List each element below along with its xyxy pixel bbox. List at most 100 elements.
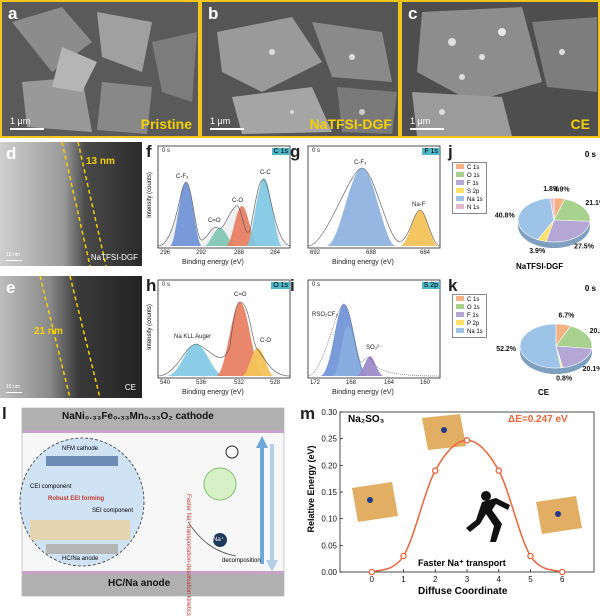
peak-label: C-O	[260, 338, 271, 344]
legend-item: F 1s	[456, 312, 483, 320]
legend-item: C 1s	[456, 164, 483, 172]
tick-label: 160	[420, 380, 431, 386]
tick-label: 288	[234, 250, 245, 256]
x-tick-label: 2	[433, 575, 438, 584]
pie-panel-k: k 0 s C 1s O 1s F 1s P 2p Na 1s 6.7% 20. 2…	[446, 276, 600, 400]
legend-item: O 1s	[456, 172, 483, 180]
energy-series-line	[371, 439, 563, 573]
time-label: 0 s	[312, 282, 321, 288]
orbital-tag: O 1s	[271, 282, 290, 289]
y-tick-label: 0.30	[321, 408, 337, 417]
panel-letter: h	[146, 276, 157, 295]
legend-item: Na 1s	[456, 196, 483, 204]
crystal-structure-right	[536, 496, 582, 534]
legend-item: N 1s	[456, 204, 483, 212]
tick-label: 164	[384, 380, 395, 386]
y-tick-label: 0.05	[321, 541, 337, 550]
sem-panel-c: c CE 1 μm	[400, 0, 600, 138]
tick-label: 536	[196, 380, 207, 386]
scale-bar-label: 10 nm	[6, 252, 20, 258]
barrier-annotation: ΔE=0.247 eV	[508, 414, 568, 425]
time-label: 0 s	[584, 284, 596, 293]
tem-sample-label: CE	[124, 383, 136, 392]
slice-label: 21.1%	[585, 200, 600, 207]
panel-letter: f	[146, 142, 152, 161]
sei-thickness-label: 13 nm	[86, 156, 115, 167]
sem-panel-a: a Pristine 1 μm	[0, 0, 200, 138]
tick-label: 684	[420, 250, 431, 256]
transport-note: Faster Na⁺ transport	[418, 558, 506, 568]
sei-thickness-label: 21 nm	[34, 326, 63, 337]
x-axis-label: Binding energy (eV)	[332, 389, 394, 396]
orbital-tag: C 1s	[271, 148, 290, 155]
sei-component-label: SEI component	[92, 508, 134, 514]
sem-panel-b: b NaTFSI-DGF 1 μm	[200, 0, 400, 138]
xps-plot-h	[157, 279, 291, 379]
xps-plot-i	[307, 279, 441, 379]
tick-label: 688	[366, 250, 377, 256]
pie-chart-k: 6.7% 20.2% 20.1% 0.8% 52.2%	[496, 313, 600, 383]
peak-label: C-C	[260, 170, 271, 176]
tick-label: 540	[160, 380, 171, 386]
pie-slice	[549, 197, 555, 221]
pie-slice	[555, 345, 593, 368]
panel-letter: c	[408, 4, 418, 23]
x-axis-label: Binding energy (eV)	[332, 259, 394, 266]
data-point	[463, 437, 471, 444]
inset-anode-label: HC/Na anode	[62, 556, 99, 562]
data-point	[527, 552, 534, 560]
tem-sample-label: NaTFSI-DGF	[90, 253, 138, 262]
peak-label: C=O	[208, 218, 221, 224]
crystal-structure-top	[422, 414, 466, 450]
xps-panel-i: i 0 s S 2p RSO₂CF₃ SO₃²⁻ 172 168 164 160…	[290, 276, 444, 400]
sem-title: CE	[570, 116, 590, 132]
tem-panel-e: e 21 nm CE 10 nm	[0, 276, 142, 398]
legend-item: P 2p	[456, 320, 483, 328]
cei-component-label: CEI component	[30, 484, 72, 490]
xps-panel-f: f 0 s C 1s C-F₃ C=O C-O C-C Intensity (c…	[146, 142, 294, 270]
panel-letter: j	[448, 142, 453, 161]
crystal-structure-left	[352, 482, 398, 522]
schematic-diagram	[19, 407, 285, 597]
peak-label: C-F₃	[176, 174, 189, 180]
scale-bar-label: 1 μm	[10, 116, 31, 126]
y-tick-label: 0.20	[321, 461, 337, 470]
peak-label: RSO₂CF₃	[312, 312, 338, 318]
panel-letter: d	[6, 144, 17, 163]
scale-bar	[6, 260, 22, 261]
pie-slice	[555, 325, 593, 349]
tem-image-e	[0, 276, 142, 398]
xps-plot-g	[307, 145, 441, 249]
scale-bar	[10, 128, 44, 130]
scale-bar-label: 1 μm	[210, 116, 231, 126]
slice-label: 3.9%	[529, 248, 546, 255]
decomposition-label: decomposition	[222, 558, 261, 564]
time-label: 0 s	[162, 282, 171, 288]
scale-bar	[6, 392, 22, 393]
xps-panel-h: h 0 s O 1s Na KLL Auger C=O C-O Intensit…	[146, 276, 294, 400]
tem-image-d	[0, 142, 142, 266]
panel-letter: i	[290, 276, 295, 295]
pie-chart-j: 4.9% 21.1% 27.5% 3.9% 40.8% 1.8%	[495, 186, 600, 255]
panel-letter: b	[208, 4, 219, 23]
energy-panel-m: m 0.00 0.05 0.10 0.15 0.20 0.25 0.30 0 1 2 3 4 5 6 Na…	[300, 404, 600, 600]
y-tick-label: 0.25	[321, 435, 337, 444]
pie-caption: CE	[538, 388, 550, 397]
peak-label: C=O	[234, 292, 247, 298]
panel-letter: k	[448, 276, 458, 295]
x-tick-label: 4	[497, 575, 502, 584]
legend-item: C 1s	[456, 296, 483, 304]
sem-title: Pristine	[140, 116, 192, 132]
x-axis-label: Binding energy (eV)	[182, 389, 244, 396]
peak-label: SO₃²⁻	[366, 345, 383, 351]
x-axis-label: Diffuse Coordinate	[418, 586, 508, 597]
peak-label: C-F₃	[354, 160, 367, 166]
cathode-label: NaNi₀.₃₃Fe₀.₃₃Mn₀.₃₃O₂ cathode	[62, 411, 214, 422]
runner-silhouette-icon	[466, 491, 510, 542]
x-tick-label: 5	[528, 575, 533, 584]
slice-label: 20.2%	[590, 328, 600, 335]
schematic-panel-l: l NaNi₀.₃₃Fe₀.₃₃Mn₀.₃₃O₂ cathode HC/Na a…	[0, 404, 296, 616]
time-label: 0 s	[162, 148, 171, 154]
slice-label: 52.2%	[496, 346, 517, 353]
tick-label: 296	[160, 250, 171, 256]
